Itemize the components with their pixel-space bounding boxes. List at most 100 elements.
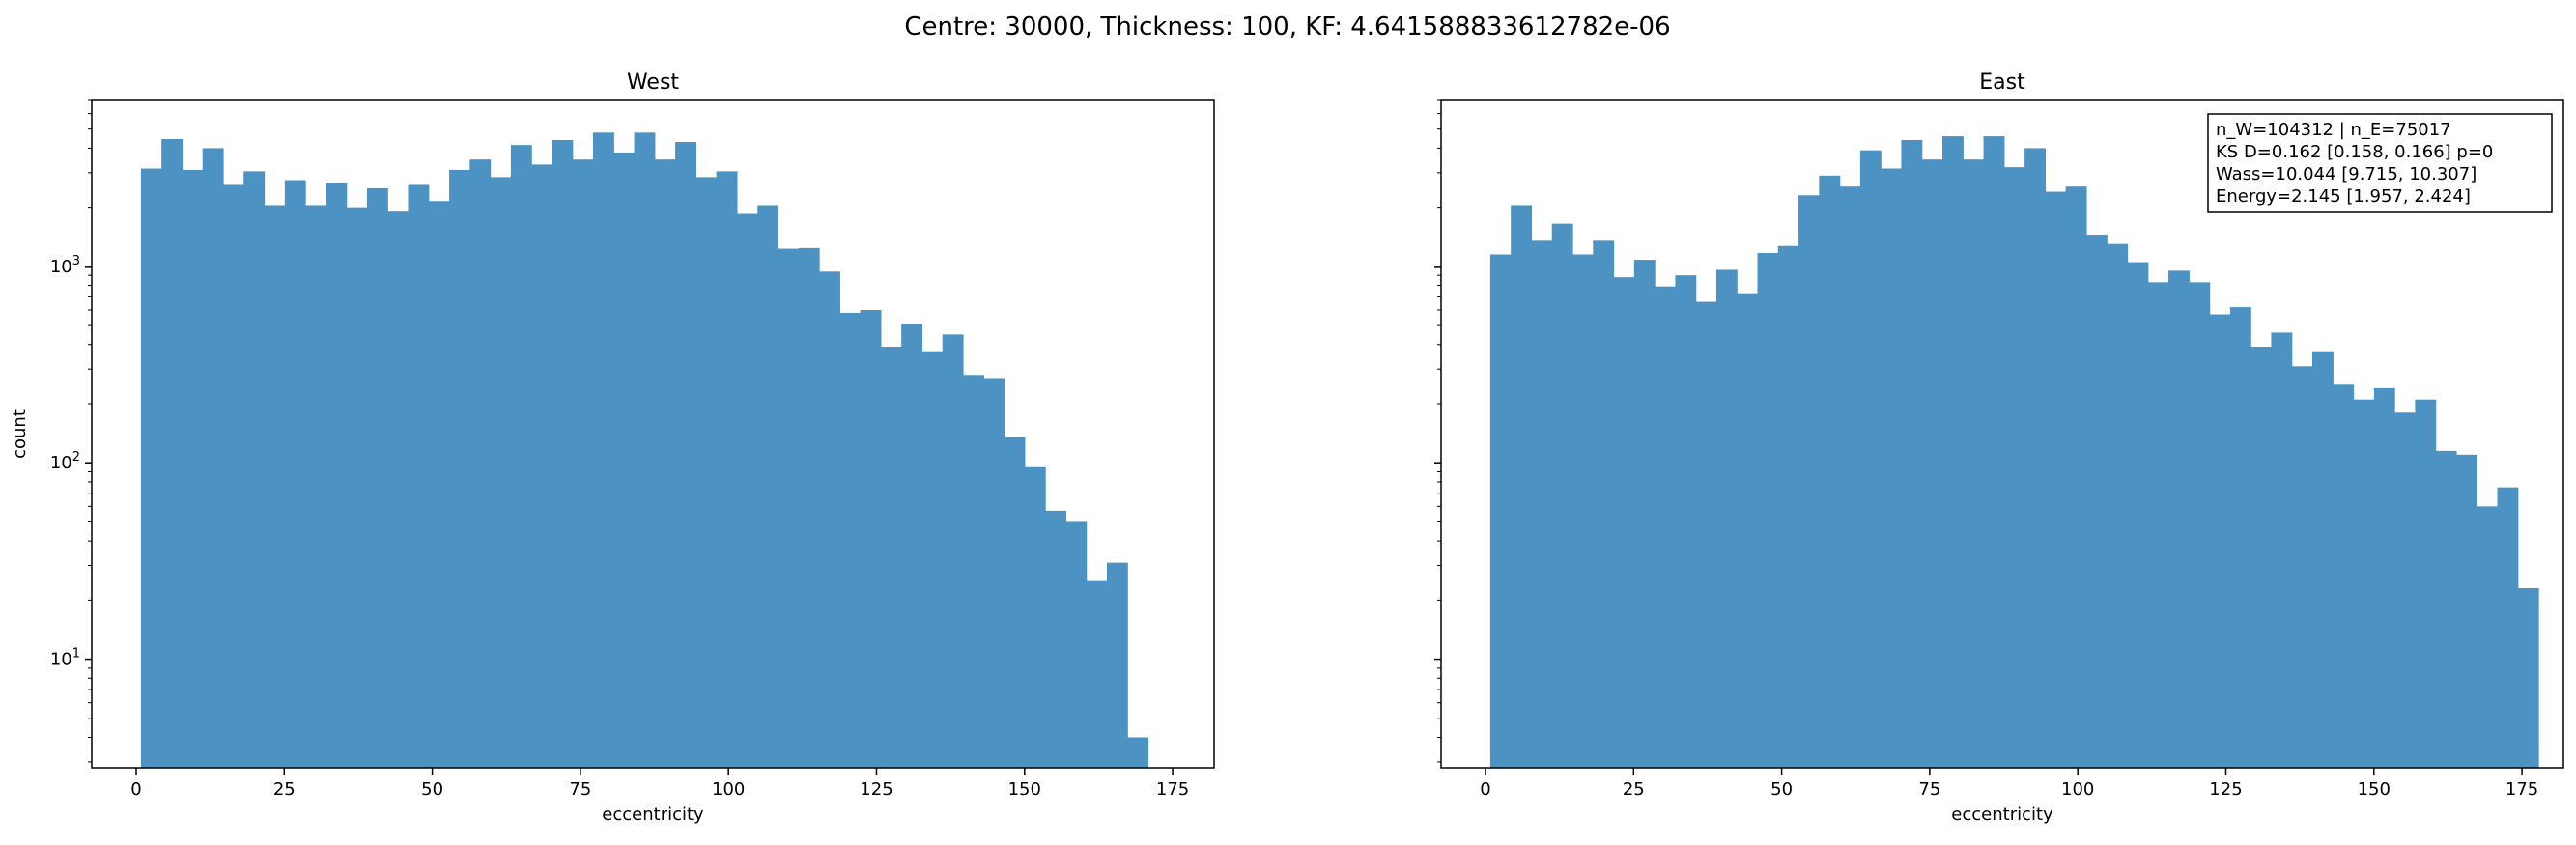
east-bar bbox=[2209, 314, 2231, 768]
east-bar bbox=[1983, 136, 2005, 768]
x-tick-label: 175 bbox=[2505, 779, 2538, 800]
west-y-axis-label: count bbox=[10, 409, 30, 459]
east-bar bbox=[1675, 275, 1697, 768]
west-bar bbox=[880, 347, 902, 768]
west-bar bbox=[1024, 466, 1046, 768]
x-tick-label: 150 bbox=[2358, 779, 2391, 800]
west-x-axis-label: eccentricity bbox=[602, 804, 704, 825]
stats-line-energy: Energy=2.145 [1.957, 2.424] bbox=[2216, 186, 2471, 207]
east-bar bbox=[1715, 269, 1738, 769]
east-bar bbox=[1551, 223, 1573, 768]
west-bar bbox=[860, 309, 882, 768]
east-bar bbox=[2024, 148, 2046, 769]
east-bar bbox=[1737, 293, 1759, 768]
east-bar bbox=[1511, 205, 1533, 768]
east-bar bbox=[2085, 235, 2108, 769]
west-bar bbox=[428, 201, 450, 768]
east-bar bbox=[2229, 307, 2251, 768]
x-tick-label: 75 bbox=[569, 779, 591, 800]
west-bar bbox=[284, 180, 306, 768]
east-bar bbox=[1613, 277, 1635, 768]
y-tick-label: 102 bbox=[50, 450, 80, 473]
stats-line-counts: n_W=104312 | n_E=75017 bbox=[2216, 120, 2451, 140]
east-y-ticks bbox=[1434, 99, 1441, 763]
east-bar bbox=[1921, 159, 1943, 769]
east-bar bbox=[2373, 387, 2395, 768]
west-bar bbox=[1065, 521, 1088, 768]
east-bar bbox=[2353, 399, 2375, 768]
east-bar bbox=[2291, 366, 2313, 768]
west-bar bbox=[469, 159, 492, 769]
west-bar bbox=[716, 171, 738, 768]
east-bar bbox=[2497, 487, 2519, 768]
west-bar bbox=[552, 140, 574, 768]
west-bar bbox=[695, 177, 718, 769]
east-bar bbox=[1531, 240, 1553, 769]
east-bar bbox=[1777, 245, 1799, 768]
x-tick-label: 0 bbox=[130, 779, 141, 800]
east-bar bbox=[2003, 167, 2025, 768]
east-bars bbox=[1489, 136, 2539, 769]
west-bar bbox=[593, 132, 614, 768]
west-bar bbox=[161, 139, 184, 768]
west-bar bbox=[140, 168, 162, 768]
west-bar bbox=[510, 145, 532, 769]
west-bar bbox=[531, 164, 553, 768]
east-bar bbox=[2147, 282, 2169, 768]
east-bar bbox=[2107, 243, 2129, 768]
east-bar bbox=[1881, 168, 1903, 768]
east-bar bbox=[2455, 454, 2477, 768]
y-tick-label: 101 bbox=[50, 647, 80, 670]
y-tick-label: 103 bbox=[50, 254, 80, 277]
west-bar bbox=[983, 378, 1005, 768]
west-bar bbox=[346, 207, 368, 768]
west-bar bbox=[326, 183, 348, 769]
x-tick-label: 100 bbox=[712, 779, 745, 800]
east-bar bbox=[2189, 282, 2211, 768]
west-bar bbox=[819, 271, 840, 768]
west-bar bbox=[243, 171, 266, 768]
east-histogram-panel: 0 25 50 75 100 125 150 175 East eccentricity n_… bbox=[1434, 70, 2564, 825]
east-bar bbox=[2333, 384, 2355, 768]
west-bar bbox=[366, 187, 388, 768]
west-bar bbox=[305, 205, 326, 768]
west-bar bbox=[654, 159, 676, 769]
east-bar bbox=[2065, 186, 2087, 768]
east-bar bbox=[2045, 191, 2067, 769]
east-bar bbox=[1757, 252, 1779, 768]
x-tick-label: 0 bbox=[1480, 779, 1490, 800]
west-bar bbox=[942, 334, 964, 768]
x-tick-label: 150 bbox=[1008, 779, 1041, 800]
east-bar bbox=[1901, 140, 1923, 768]
east-bar bbox=[1819, 175, 1841, 768]
east-bar bbox=[1942, 136, 1964, 768]
west-bar bbox=[1086, 580, 1108, 768]
east-bar bbox=[2477, 506, 2499, 768]
east-bar bbox=[2168, 270, 2190, 768]
west-bar bbox=[901, 324, 923, 768]
east-bar bbox=[2250, 347, 2273, 768]
east-bar bbox=[2394, 412, 2416, 768]
x-tick-label: 50 bbox=[1770, 779, 1793, 800]
west-bar bbox=[839, 312, 862, 768]
west-x-ticks: 0 25 50 75 100 125 150 175 bbox=[130, 768, 1189, 800]
x-tick-label: 75 bbox=[1918, 779, 1940, 800]
west-axes-frame bbox=[91, 99, 1215, 769]
east-bar bbox=[1963, 159, 1985, 769]
x-tick-label: 25 bbox=[1623, 779, 1645, 800]
east-bar bbox=[2127, 262, 2149, 768]
west-title: West bbox=[627, 70, 679, 95]
east-bar bbox=[1572, 254, 1594, 768]
west-bar bbox=[387, 211, 410, 769]
east-bar bbox=[1655, 286, 1676, 768]
west-y-ticks: 101 102 103 bbox=[50, 99, 92, 763]
east-bar bbox=[2415, 399, 2437, 768]
stats-annotation-frame bbox=[2207, 113, 2553, 213]
west-bar bbox=[264, 205, 286, 768]
figure-suptitle: Centre: 30000, Thickness: 100, KF: 4.641… bbox=[904, 13, 1670, 42]
west-bar bbox=[921, 351, 944, 768]
east-bar bbox=[2271, 332, 2293, 768]
east-bar bbox=[2517, 588, 2539, 768]
east-bar bbox=[1633, 260, 1656, 768]
x-tick-label: 125 bbox=[2209, 779, 2242, 800]
